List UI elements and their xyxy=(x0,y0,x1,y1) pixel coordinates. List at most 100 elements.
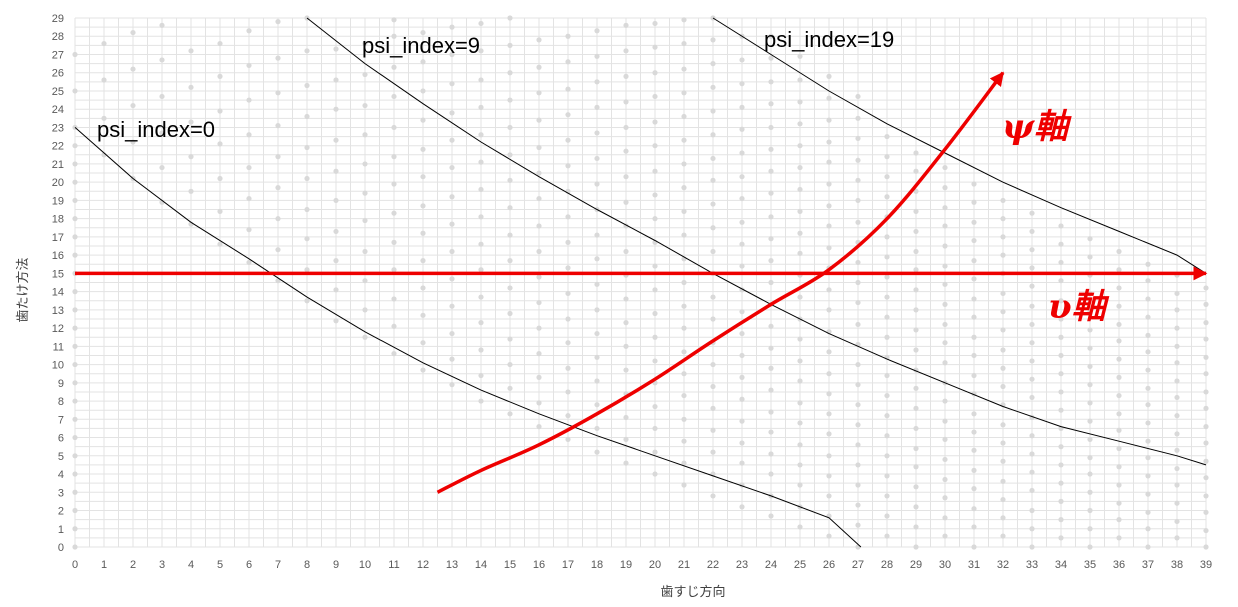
data-point xyxy=(1087,400,1093,406)
data-point xyxy=(1203,405,1209,411)
data-point xyxy=(391,181,397,187)
data-point xyxy=(333,137,339,143)
data-point xyxy=(1145,385,1151,391)
data-point xyxy=(652,143,658,149)
data-point xyxy=(855,93,861,100)
data-point xyxy=(1029,265,1035,271)
data-point xyxy=(478,159,484,165)
data-point xyxy=(826,287,832,293)
data-point xyxy=(884,453,890,459)
y-tick-label: 3 xyxy=(58,487,64,499)
data-point xyxy=(478,267,484,273)
data-point xyxy=(1029,469,1035,475)
data-point xyxy=(333,168,339,174)
data-point xyxy=(1029,376,1035,382)
data-point xyxy=(971,334,977,340)
data-point xyxy=(739,309,745,315)
data-point xyxy=(1116,285,1122,291)
data-point xyxy=(1174,343,1180,349)
data-point xyxy=(681,460,687,466)
x-tick-label: 29 xyxy=(910,559,922,571)
psi-axis-label: ψ軸 xyxy=(1002,107,1072,147)
data-point xyxy=(855,442,861,448)
data-point xyxy=(362,334,368,340)
data-point xyxy=(826,117,832,123)
data-point xyxy=(826,95,832,101)
data-point xyxy=(623,460,629,466)
data-point xyxy=(507,232,513,238)
data-point xyxy=(855,482,861,488)
y-tick-label: 18 xyxy=(52,214,64,226)
x-tick-label: 32 xyxy=(997,559,1009,571)
data-point xyxy=(855,135,861,141)
data-point xyxy=(797,420,803,426)
data-point xyxy=(826,223,832,229)
y-tick-label: 4 xyxy=(58,469,64,481)
data-point xyxy=(1087,436,1093,442)
data-point xyxy=(768,387,774,393)
data-point xyxy=(826,431,832,437)
data-point xyxy=(855,279,861,286)
x-tick-label: 31 xyxy=(968,559,980,571)
data-point xyxy=(1174,394,1180,401)
data-point xyxy=(971,258,977,264)
data-point xyxy=(188,188,194,194)
data-point xyxy=(478,132,484,138)
data-point xyxy=(449,24,455,30)
x-tick-label: 39 xyxy=(1200,559,1212,571)
data-point xyxy=(246,227,252,233)
data-point xyxy=(159,130,165,136)
data-point xyxy=(362,190,368,196)
data-point xyxy=(1203,475,1209,481)
curve-label-psi-9: psi_index=9 xyxy=(362,33,480,58)
data-point xyxy=(884,334,890,340)
x-tick-label: 35 xyxy=(1084,559,1096,571)
data-point xyxy=(536,37,542,43)
data-point xyxy=(739,504,745,510)
y-tick-label: 26 xyxy=(52,68,64,80)
data-point xyxy=(855,522,861,528)
data-point xyxy=(855,422,861,428)
data-point xyxy=(623,22,629,28)
y-tick-label: 15 xyxy=(52,268,64,280)
data-point xyxy=(826,159,832,165)
data-point xyxy=(536,351,542,357)
data-point xyxy=(681,325,687,331)
data-point xyxy=(1000,458,1006,464)
data-point xyxy=(768,409,774,415)
data-point xyxy=(623,436,629,442)
data-point xyxy=(913,248,919,255)
data-point xyxy=(594,232,600,238)
data-point xyxy=(275,55,281,61)
data-point xyxy=(710,248,716,255)
data-point xyxy=(913,188,919,194)
data-point xyxy=(246,164,252,171)
data-point xyxy=(275,123,281,129)
data-point xyxy=(884,413,890,419)
data-point xyxy=(217,73,223,79)
data-point xyxy=(971,486,977,492)
data-point xyxy=(913,524,919,530)
x-tick-label: 20 xyxy=(649,559,661,571)
data-point xyxy=(1000,515,1006,521)
x-tick-label: 27 xyxy=(852,559,864,571)
y-tick-label: 14 xyxy=(52,287,64,299)
data-point xyxy=(420,29,426,36)
x-axis-title: 歯すじ方向 xyxy=(660,584,725,600)
data-point xyxy=(72,197,78,204)
data-point xyxy=(913,307,919,313)
x-tick-label: 38 xyxy=(1171,559,1183,571)
data-point xyxy=(855,321,861,328)
data-point xyxy=(971,219,977,225)
data-point xyxy=(1087,526,1093,532)
data-point xyxy=(942,360,948,366)
data-point xyxy=(681,416,687,422)
data-point xyxy=(855,382,861,388)
data-point xyxy=(826,453,832,459)
data-point xyxy=(246,259,252,266)
data-point xyxy=(768,168,774,174)
data-point xyxy=(1087,455,1093,461)
data-point xyxy=(1087,363,1093,370)
data-point xyxy=(72,143,78,149)
data-point xyxy=(565,214,571,220)
